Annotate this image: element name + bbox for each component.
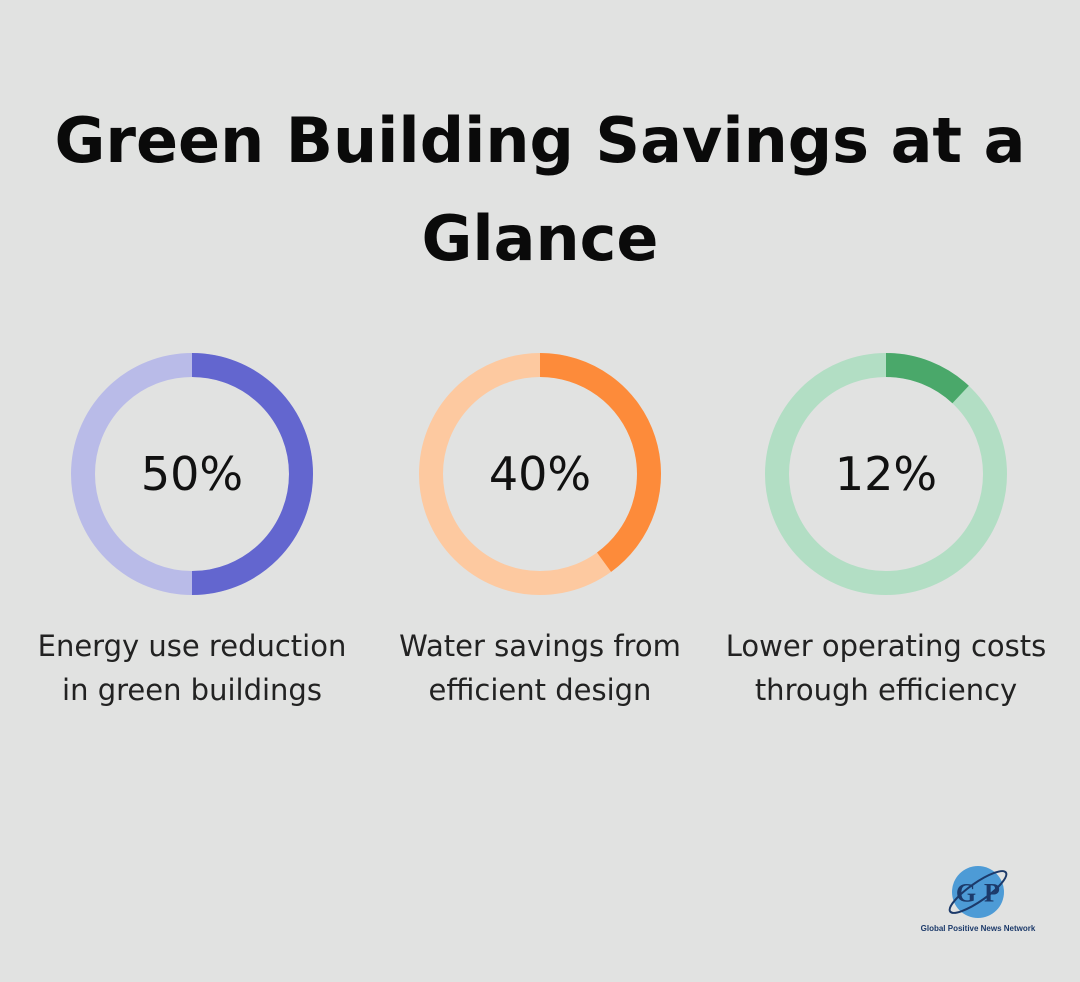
logo-orbit [948,870,1008,914]
caption: Water savings from efficient design [399,629,681,707]
logo: G P [948,866,1008,918]
donut-arc [885,353,969,404]
value-label: 40% [489,447,591,501]
logo-name: Global Positive News Network [920,924,1036,933]
caption: Lower operating costs through efficiency [725,629,1047,707]
donut-arc [539,353,661,572]
logo-globe [952,866,1004,918]
caption: Energy use reduction in green buildings [37,629,347,707]
value-label: 12% [835,447,937,501]
donut-arc [191,353,313,595]
value-label: 50% [141,447,243,501]
title: Green Building Savings at a Glance [54,104,1026,275]
logo-letter: P [984,879,1000,908]
logo-letter: G [956,879,976,908]
